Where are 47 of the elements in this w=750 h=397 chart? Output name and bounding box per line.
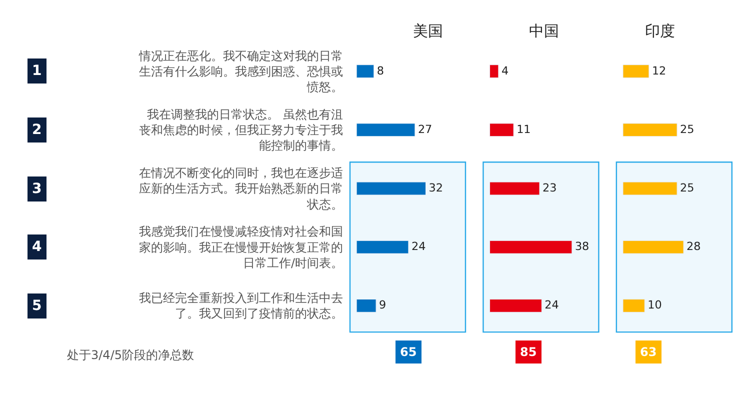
bar	[356, 182, 426, 196]
y-tick-label: 我感觉我们在慢慢减轻疫情对社会和国家的影响。我正在慢慢开始恢复正常的日常工作/时间表。	[139, 224, 343, 270]
bar	[622, 123, 678, 137]
y-tick-label: 我在调整我的日常状态。 虽然也有沮丧和焦虑的时候，但我正努力专注于我能控制的事情。	[139, 108, 343, 153]
bar	[490, 123, 514, 137]
data-label: 8	[376, 64, 384, 78]
text: 65	[400, 345, 417, 359]
text: 5	[32, 298, 42, 314]
data-label: 28	[686, 240, 701, 254]
text: 85	[520, 345, 537, 359]
data-label: 27	[418, 122, 432, 136]
chart-title: 美国	[413, 22, 443, 40]
bar	[490, 64, 499, 78]
bar	[622, 240, 684, 254]
data-label: 10	[648, 298, 662, 312]
data-label: 25	[680, 182, 694, 195]
data-label: 23	[542, 182, 557, 195]
data-label: 38	[574, 240, 590, 254]
text: 1	[32, 63, 42, 79]
bar	[490, 299, 542, 312]
data-label: 24	[411, 240, 426, 254]
y-tick-label: 我已经完全重新投入到工作和生活中去了。我又回到了疫情前的状态。	[139, 291, 343, 321]
y-tick-label: 在情况不断变化的同时，我也在逐步适应新的生活方式。我开始熟悉新的日常状态。	[139, 166, 343, 212]
y-tick-label: 情况正在恶化。我不确定这对我的日常生活有什么影响。我感到困惑、恐惧或愤怒。	[138, 48, 343, 94]
data-label: 12	[652, 64, 666, 78]
bar	[622, 64, 650, 78]
bar	[490, 240, 572, 254]
data-label: 11	[516, 122, 531, 136]
bar	[356, 123, 416, 137]
bar	[490, 182, 540, 196]
text: 63	[640, 345, 657, 359]
data-label: 32	[428, 182, 443, 195]
text: 3	[32, 181, 42, 197]
bar	[356, 240, 409, 254]
text: 2	[32, 122, 42, 138]
bar	[356, 299, 376, 312]
data-label: 25	[680, 122, 694, 136]
data-label: 24	[544, 298, 559, 312]
bar	[356, 64, 374, 78]
bar	[622, 182, 678, 196]
bar	[622, 299, 645, 312]
text: 处于3/4/5阶段的净总数	[67, 348, 194, 362]
chart-title: 印度	[645, 22, 675, 40]
chart-title: 中国	[529, 22, 559, 40]
text: 4	[32, 239, 42, 255]
data-label: 9	[379, 298, 386, 312]
data-label: 4	[501, 64, 509, 78]
